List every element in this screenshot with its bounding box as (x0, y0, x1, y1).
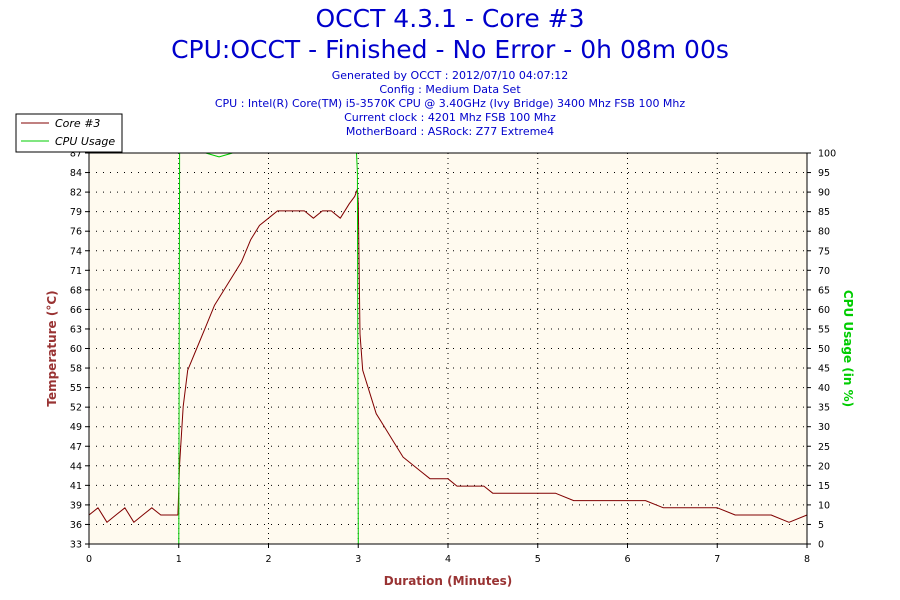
y-tick-label: 55 (70, 383, 82, 394)
y2-tick-label: 30 (818, 422, 830, 433)
meta-generated: Generated by OCCT : 2012/07/10 04:07:12 (331, 69, 569, 82)
x-tick-label: 0 (86, 554, 92, 565)
y-tick-label: 36 (70, 520, 82, 531)
y2-tick-label: 35 (818, 403, 830, 414)
y-tick-label: 79 (70, 207, 82, 218)
x-axis-ticks: 0 1 2 3 4 5 6 7 8 (86, 544, 810, 565)
meta-config: Config : Medium Data Set (379, 83, 521, 96)
legend-box (15, 113, 123, 153)
y-tick-label: 60 (70, 344, 82, 355)
y-tick-label: 49 (70, 422, 82, 433)
y2-tick-label: 55 (818, 324, 830, 335)
y-tick-label: 63 (70, 324, 82, 335)
y-tick-label: 44 (70, 461, 82, 472)
y-tick-label: 76 (70, 227, 82, 238)
y2-tick-label: 15 (818, 481, 830, 492)
x-tick-label: 5 (535, 554, 541, 565)
x-axis-label: Duration (Minutes) (384, 574, 512, 588)
y-tick-label: 71 (70, 266, 82, 277)
x-tick-label: 4 (445, 554, 451, 565)
y-tick-label: 41 (70, 481, 82, 492)
x-tick-label: 7 (714, 554, 720, 565)
y2-tick-label: 85 (818, 207, 830, 218)
y-tick-label: 82 (70, 188, 82, 199)
y-tick-label: 68 (70, 285, 82, 296)
meta-current-clock: Current clock : 4201 Mhz FSB 100 Mhz (344, 111, 556, 124)
y-tick-label: 52 (70, 403, 82, 414)
chart-title: OCCT 4.3.1 - Core #3 (315, 4, 585, 33)
y2-tick-label: 60 (818, 305, 830, 316)
y2-tick-label: 45 (818, 364, 830, 375)
y2-tick-label: 95 (818, 168, 830, 179)
y2-tick-label: 0 (818, 540, 824, 551)
y2-tick-label: 100 (818, 149, 836, 160)
y2-tick-label: 70 (818, 266, 830, 277)
y2-tick-label: 65 (818, 285, 830, 296)
legend-label-core3: Core #3 (55, 117, 100, 130)
y-axis-label: Temperature (°C) (45, 290, 59, 406)
series-line-core3 (88, 188, 808, 523)
y2-tick-label: 5 (818, 520, 824, 531)
plot-frame (88, 152, 808, 545)
x-tick-label: 6 (624, 554, 630, 565)
y-tick-label: 74 (70, 246, 82, 257)
left-axis-ticks: 33 36 39 41 44 47 49 52 55 58 60 63 66 68 71 74 76 79 82 84… (70, 149, 89, 551)
y-tick-label: 84 (70, 168, 82, 179)
right-axis-ticks: 0 5 10 15 20 25 30 35 40 45 50 55 60 65 70 75 80 85 90 95 10… (807, 149, 836, 551)
x-tick-label: 2 (265, 554, 271, 565)
y-tick-label: 66 (70, 305, 82, 316)
y-tick-label: 87 (70, 149, 82, 160)
y2-tick-label: 25 (818, 442, 830, 453)
legend: Core #3 CPU Usage (15, 113, 123, 153)
meta-cpu: CPU : Intel(R) Core(TM) i5-3570K CPU @ 3… (214, 97, 686, 110)
y2-tick-label: 50 (818, 344, 830, 355)
y-tick-label: 58 (70, 364, 82, 375)
y-tick-label: 33 (70, 540, 82, 551)
y2-tick-label: 40 (818, 383, 830, 394)
y2-tick-label: 10 (818, 500, 830, 511)
meta-motherboard: MotherBoard : ASRock: Z77 Extreme4 (345, 125, 555, 138)
x-tick-label: 3 (355, 554, 361, 565)
x-tick-label: 1 (176, 554, 182, 565)
x-tick-label: 8 (804, 554, 810, 565)
legend-label-cpu-usage: CPU Usage (55, 135, 115, 148)
y-tick-label: 39 (70, 500, 82, 511)
y2-tick-label: 20 (818, 461, 830, 472)
chart-subtitle: CPU:OCCT - Finished - No Error - 0h 08m … (171, 35, 729, 64)
y2-tick-label: 75 (818, 246, 830, 257)
y2-axis-label: CPU Usage (in %) (841, 290, 855, 407)
y-tick-label: 47 (70, 442, 82, 453)
y2-tick-label: 80 (818, 227, 830, 238)
y2-tick-label: 90 (818, 188, 830, 199)
